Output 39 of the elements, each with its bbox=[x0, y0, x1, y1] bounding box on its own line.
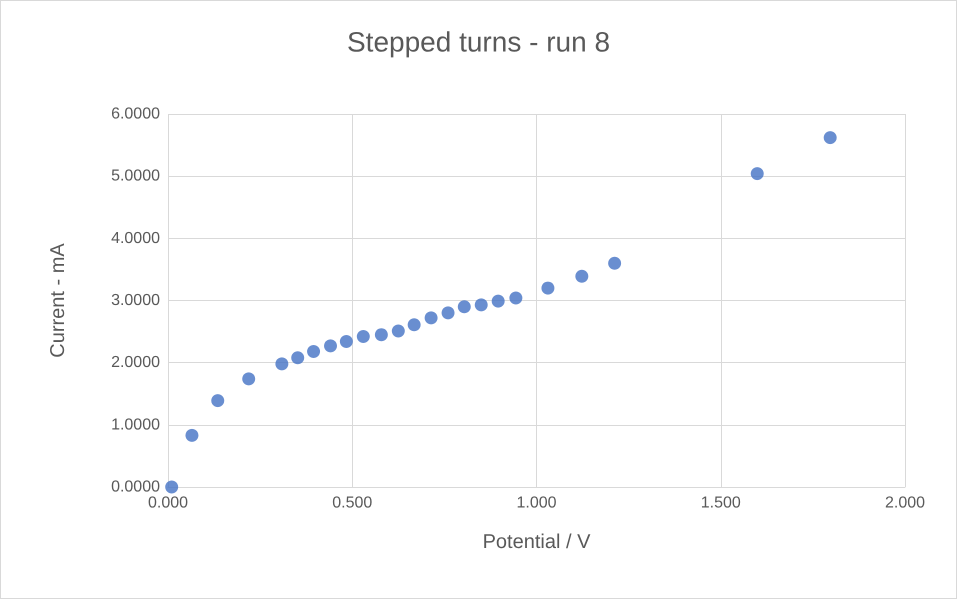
point bbox=[492, 294, 505, 308]
point bbox=[324, 339, 338, 352]
chart-title: Stepped turns - run 8 bbox=[346, 26, 610, 58]
point bbox=[374, 328, 388, 342]
point bbox=[392, 324, 405, 338]
y-tick-label: 6.0000 bbox=[111, 106, 160, 122]
point bbox=[275, 357, 288, 370]
point bbox=[608, 256, 622, 270]
point bbox=[340, 335, 353, 348]
point bbox=[307, 344, 320, 358]
y-tick-label: 1.0000 bbox=[111, 416, 160, 434]
point bbox=[442, 306, 455, 320]
point bbox=[424, 311, 438, 324]
point bbox=[185, 428, 198, 442]
point bbox=[824, 131, 837, 144]
point bbox=[165, 480, 178, 494]
point bbox=[242, 372, 256, 386]
point bbox=[211, 394, 224, 408]
point bbox=[291, 351, 304, 364]
point bbox=[408, 318, 421, 332]
y-tick-label: 4.0000 bbox=[111, 230, 160, 247]
x-tick-label: 1.000 bbox=[516, 494, 557, 512]
x-axis-title: Potential / V bbox=[482, 531, 592, 553]
x-tick-label: 2.000 bbox=[884, 494, 926, 512]
x-tick-label: 1.500 bbox=[700, 494, 741, 512]
point bbox=[474, 298, 488, 312]
point bbox=[509, 292, 522, 305]
x-tick-label: 0.000 bbox=[148, 494, 188, 512]
y-tick-label: 5.0000 bbox=[111, 168, 160, 185]
y-axis-title: Current - mA bbox=[47, 242, 69, 358]
x-tick-label: 0.500 bbox=[332, 494, 372, 512]
point bbox=[750, 167, 764, 180]
y-tick-label: 3.0000 bbox=[111, 292, 160, 309]
point bbox=[458, 300, 471, 314]
point bbox=[541, 282, 554, 295]
point bbox=[575, 270, 588, 283]
point bbox=[356, 330, 370, 344]
y-tick-label: 2.0000 bbox=[111, 354, 160, 372]
y-tick-label: 0.0000 bbox=[111, 478, 160, 496]
